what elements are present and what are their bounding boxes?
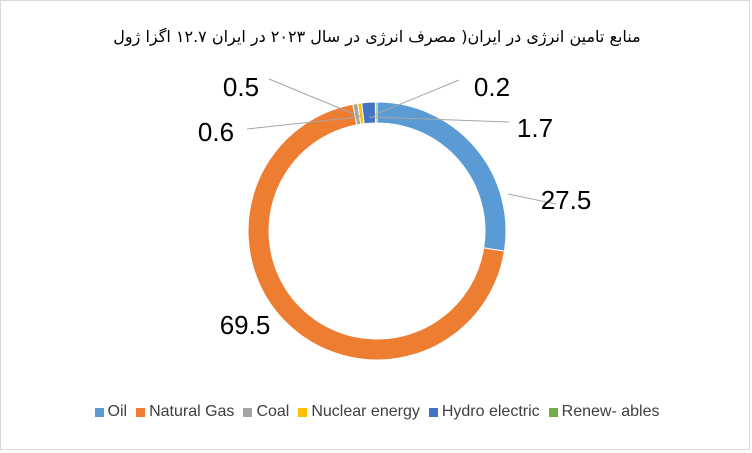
slice-renew-ables bbox=[374, 101, 378, 124]
data-label: 69.5 bbox=[220, 310, 271, 340]
slice-hydro-electric bbox=[361, 101, 377, 125]
legend-item: Natural Gas bbox=[136, 403, 234, 421]
leader-line bbox=[368, 116, 510, 123]
data-label: 27.5 bbox=[541, 185, 592, 215]
legend-label: Oil bbox=[107, 403, 128, 420]
chart-legend: Oil Natural Gas Coal Nuclear energy Hydro el… bbox=[1, 403, 752, 421]
legend-swatch bbox=[548, 407, 558, 417]
legend-label: Coal bbox=[256, 403, 290, 420]
legend-item: Hydro electric bbox=[428, 403, 540, 421]
legend-item: Coal bbox=[243, 403, 289, 421]
legend-item: Nuclear energy bbox=[298, 403, 420, 421]
data-label: 1.7 bbox=[517, 113, 553, 143]
leader-line bbox=[373, 79, 460, 116]
slice-oil bbox=[376, 101, 507, 252]
legend-item: Renew- ables bbox=[548, 403, 660, 421]
legend-swatch bbox=[298, 407, 308, 417]
data-label: 0.2 bbox=[474, 72, 510, 102]
legend-swatch bbox=[94, 407, 104, 417]
legend-swatch bbox=[428, 407, 438, 417]
leader-line bbox=[507, 193, 557, 205]
leader-line bbox=[268, 78, 362, 118]
chart-title: منابع تامین انرژی در ایران( مصرف انرژی د… bbox=[113, 27, 641, 46]
legend-item: Oil bbox=[94, 403, 128, 421]
slice-natural-gas bbox=[247, 103, 505, 361]
data-label: 0.5 bbox=[223, 72, 259, 102]
legend-swatch bbox=[243, 407, 253, 417]
data-label: 0.6 bbox=[198, 117, 234, 147]
legend-label: Nuclear energy bbox=[311, 403, 420, 420]
leader-line bbox=[246, 116, 359, 130]
legend-label: Natural Gas bbox=[149, 403, 235, 420]
legend-swatch bbox=[136, 407, 146, 417]
legend-label: Hydro electric bbox=[441, 403, 540, 420]
legend-label: Renew- ables bbox=[561, 403, 660, 420]
